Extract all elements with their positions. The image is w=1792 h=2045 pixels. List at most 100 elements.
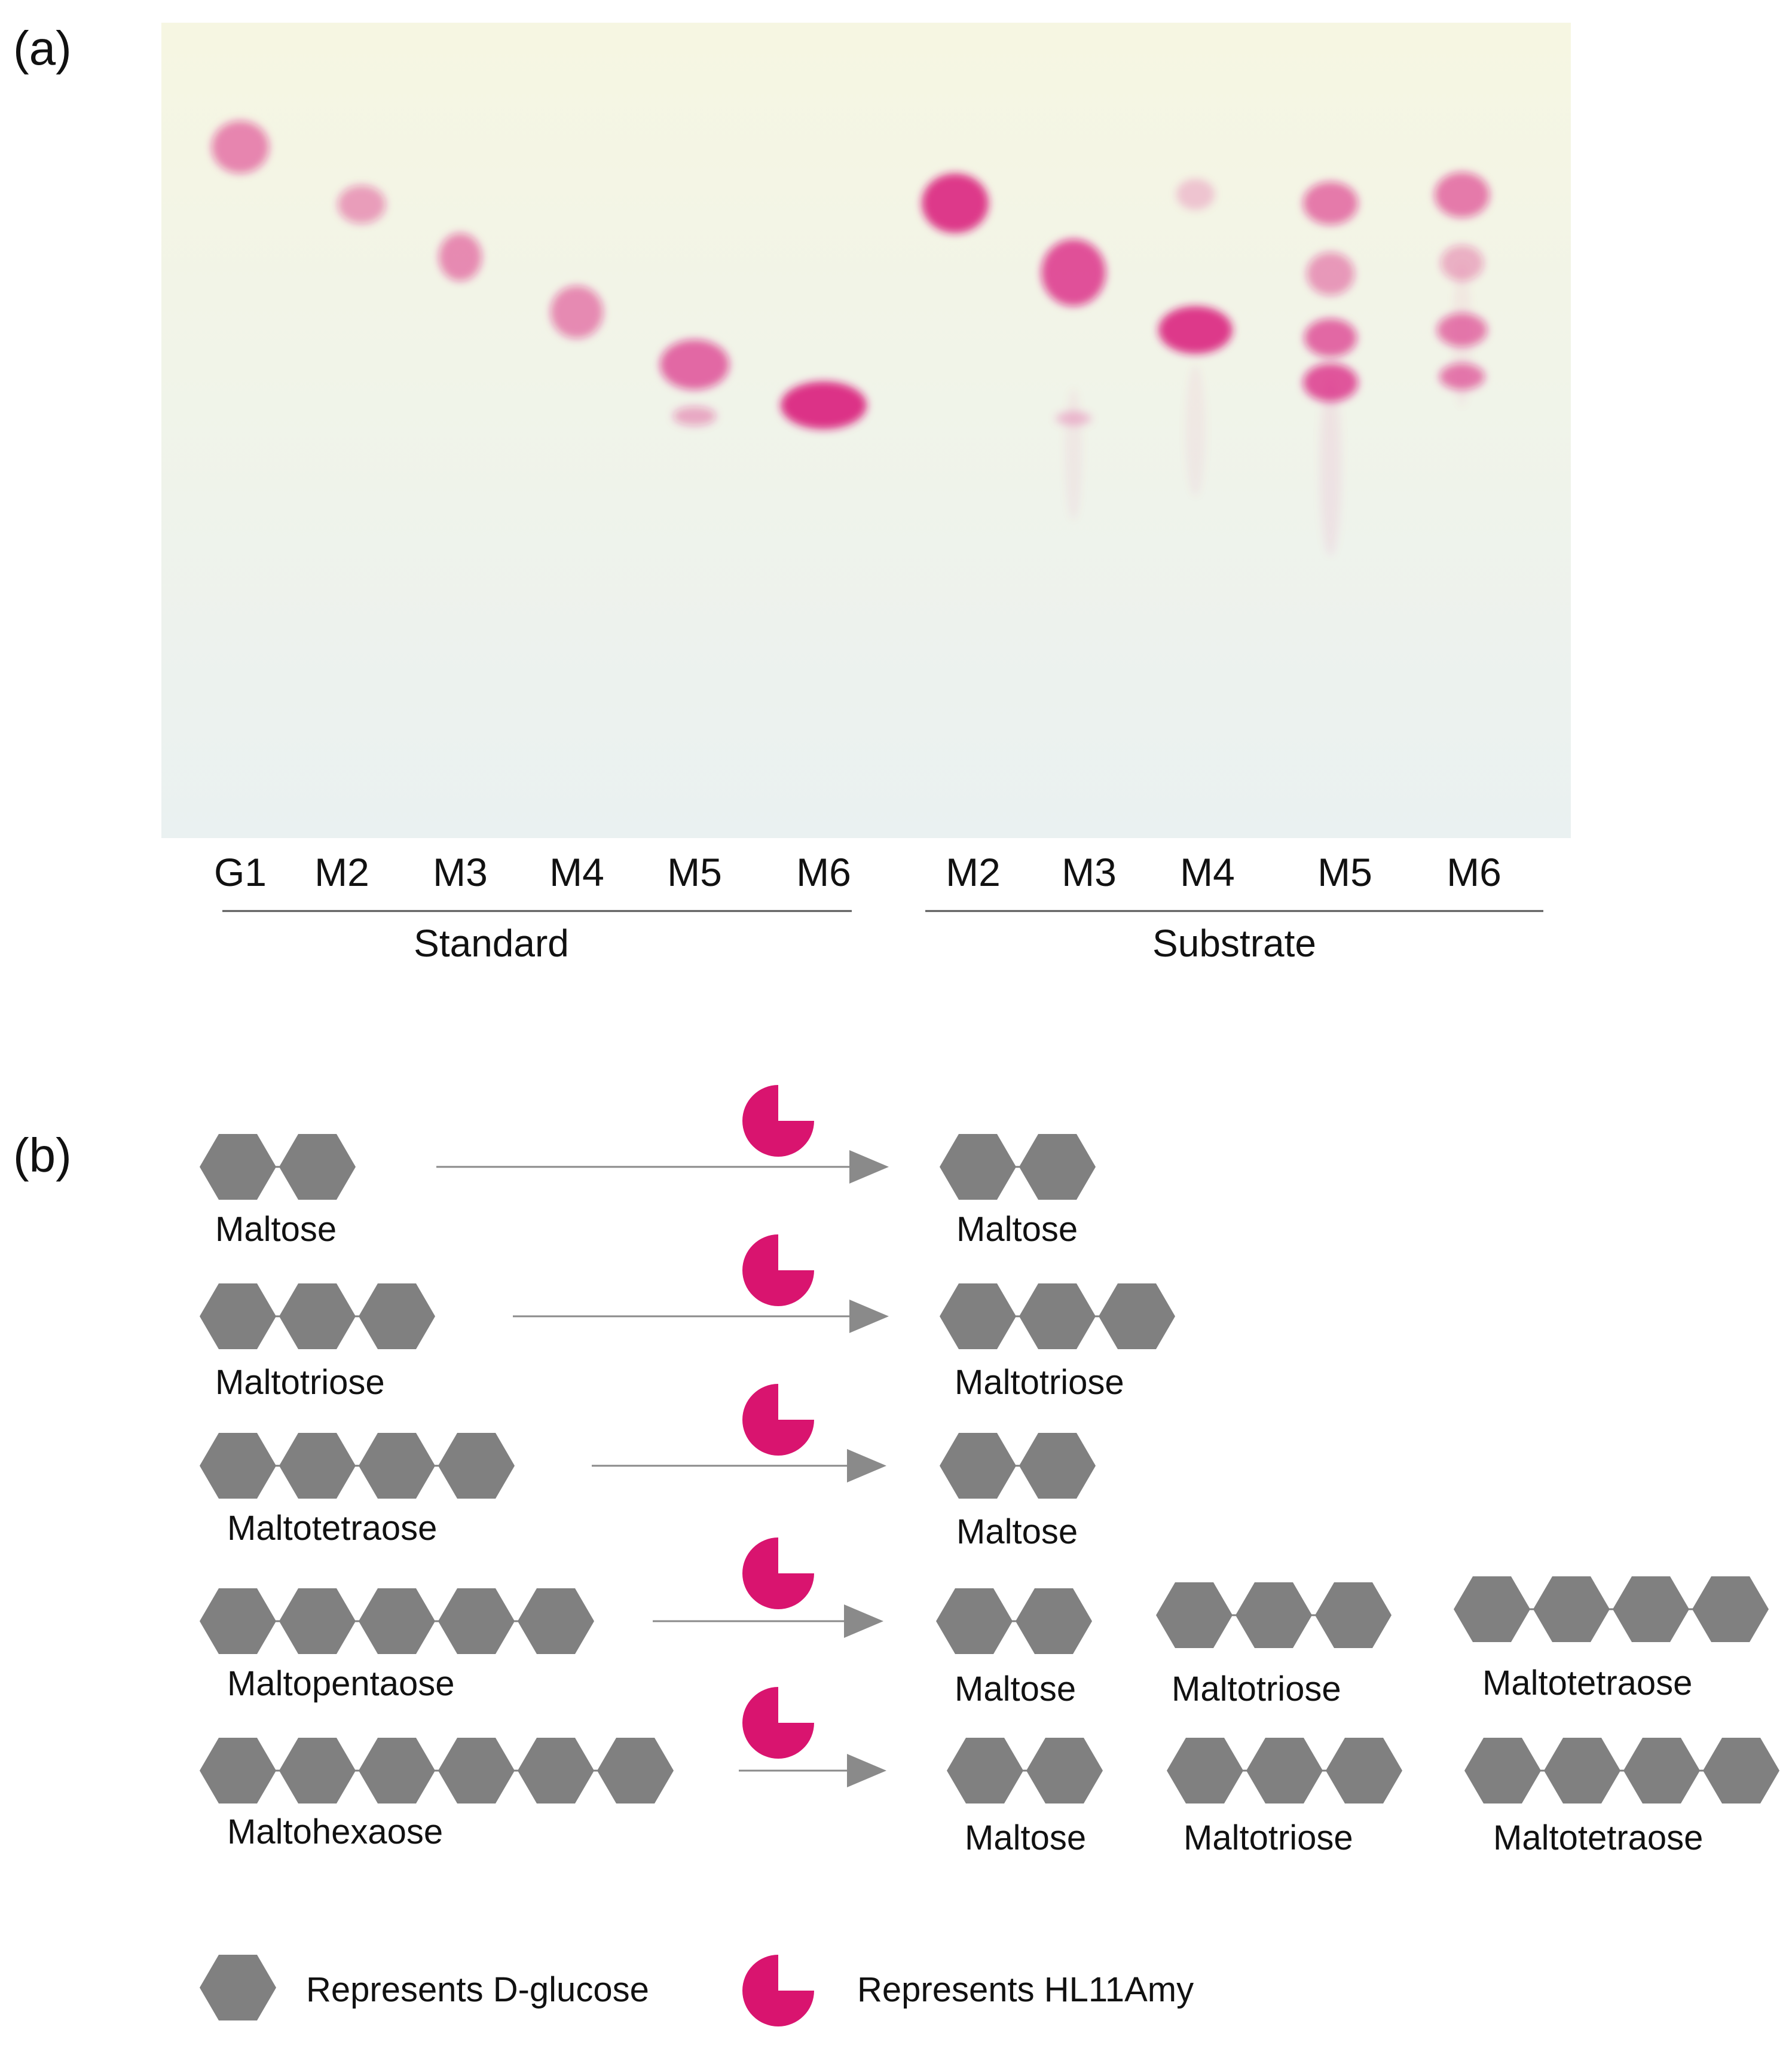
tlc-streak <box>1452 263 1472 406</box>
tlc-spot <box>781 381 867 429</box>
lane-label: M2 <box>946 850 1001 894</box>
legend: Represents D-glucose Represents HL11Amy <box>200 1955 1194 2026</box>
lane-label: M4 <box>549 850 604 894</box>
glucose-hexagon <box>200 1955 276 2020</box>
glucose-chain <box>1454 1576 1769 1642</box>
glucose-chain <box>936 1588 1092 1654</box>
reaction-row: Maltohexaose Maltose Maltotriose Maltotetra… <box>200 1687 1779 1857</box>
enzyme-pacman-icon <box>742 1687 814 1759</box>
glucose-hexagon <box>279 1134 356 1200</box>
glucose-hexagon <box>1167 1738 1243 1803</box>
glucose-hexagon <box>1326 1738 1402 1803</box>
substrate-label: Maltose <box>215 1210 337 1249</box>
glucose-hexagon <box>597 1738 674 1803</box>
glucose-hexagon <box>1019 1433 1096 1499</box>
panel-a-label: (a) <box>13 22 72 75</box>
lane-label: G1 <box>214 850 267 894</box>
glucose-hexagon <box>200 1588 276 1654</box>
glucose-hexagon <box>1236 1582 1312 1648</box>
glucose-hexagon <box>438 1433 515 1499</box>
tlc-spot <box>551 286 603 338</box>
glucose-hexagon <box>279 1283 356 1349</box>
tlc-spot <box>673 406 716 426</box>
glucose-hexagon <box>1623 1738 1700 1803</box>
lane-label: M3 <box>433 850 488 894</box>
substrate-group-label: Substrate <box>1152 922 1316 965</box>
glucose-hexagon <box>359 1588 435 1654</box>
glucose-hexagon <box>1026 1738 1103 1803</box>
glucose-hexagon <box>1019 1283 1096 1349</box>
lane-label: M2 <box>314 850 369 894</box>
lane-label: M6 <box>796 850 851 894</box>
glucose-hexagon <box>359 1433 435 1499</box>
glucose-chain <box>200 1588 594 1654</box>
glucose-chain <box>200 1134 356 1200</box>
glucose-hexagon <box>200 1738 276 1803</box>
substrate-label: Maltotriose <box>215 1363 385 1402</box>
glucose-chain <box>1464 1738 1779 1803</box>
arrow-head <box>844 1604 883 1638</box>
glucose-hexagon <box>1099 1283 1175 1349</box>
tlc-spots <box>212 121 1490 556</box>
enzyme-pacman-icon <box>742 1085 814 1157</box>
substrate-label: Maltopentaose <box>227 1664 454 1703</box>
glucose-hexagon <box>1692 1576 1769 1642</box>
glucose-hexagon <box>279 1738 356 1803</box>
glucose-hexagon <box>279 1588 356 1654</box>
arrow-head <box>847 1449 886 1482</box>
tlc-spot <box>439 233 482 281</box>
substrate-label: Maltohexaose <box>227 1812 443 1851</box>
tlc-spot <box>1041 239 1106 306</box>
tlc-streak <box>1065 389 1082 520</box>
product-label: Maltotriose <box>1172 1670 1341 1708</box>
glucose-chain <box>1167 1738 1402 1803</box>
product-label: Maltotriose <box>1184 1818 1353 1857</box>
glucose-chain <box>940 1134 1096 1200</box>
glucose-hexagon <box>1464 1738 1541 1803</box>
standard-group-label: Standard <box>414 922 569 965</box>
glucose-hexagon <box>518 1738 594 1803</box>
enzyme-legend-icon <box>742 1955 814 2026</box>
glucose-hexagon <box>1454 1576 1530 1642</box>
tlc-spot <box>338 185 386 224</box>
reaction-row: Maltotriose Maltotriose <box>200 1234 1175 1402</box>
tlc-streak <box>1186 365 1205 496</box>
glucose-hexagon <box>279 1433 356 1499</box>
arrow-head <box>849 1150 889 1184</box>
glucose-hexagon <box>1544 1738 1620 1803</box>
glucose-hexagon <box>359 1283 435 1349</box>
arrow-head <box>849 1300 889 1333</box>
glucose-hexagon <box>359 1738 435 1803</box>
tlc-spot <box>212 121 269 173</box>
glucose-hexagon <box>947 1738 1023 1803</box>
glucose-hexagon <box>940 1134 1016 1200</box>
glucose-hexagon <box>200 1433 276 1499</box>
panel-a: (a) G1 M2 M3 M4 M5 M6 M2 M3 M4 M5 M6 Standard Subs… <box>13 22 1571 965</box>
lane-label: M6 <box>1447 850 1502 894</box>
glucose-chain <box>940 1433 1096 1499</box>
arrow-head <box>847 1754 886 1787</box>
product-label: Maltose <box>956 1512 1078 1551</box>
enzyme-pacman-icon <box>742 1234 814 1306</box>
glucose-hexagon <box>200 1134 276 1200</box>
enzyme-pacman-icon <box>742 1384 814 1456</box>
product-label: Maltotriose <box>955 1363 1124 1402</box>
glucose-hexagon <box>940 1283 1016 1349</box>
glucose-hexagon <box>1613 1576 1689 1642</box>
glucose-hexagon <box>438 1588 515 1654</box>
reaction-row: Maltotetraose Maltose <box>200 1384 1096 1551</box>
product-label: Maltose <box>956 1210 1078 1249</box>
glucose-hexagon <box>1533 1576 1610 1642</box>
panel-b-label: (b) <box>13 1129 72 1182</box>
glucose-hexagon <box>1019 1134 1096 1200</box>
enzyme-pacman-icon <box>742 1537 814 1609</box>
glucose-chain <box>940 1283 1175 1349</box>
tlc-plate <box>161 23 1571 838</box>
enzyme-pacman-icon <box>742 1955 814 2026</box>
tlc-spot <box>922 173 989 233</box>
glucose-hexagon <box>200 1283 276 1349</box>
legend-enzyme-text: Represents HL11Amy <box>857 1970 1194 2009</box>
glucose-hexagon <box>1315 1582 1392 1648</box>
glucose-chain <box>200 1283 435 1349</box>
